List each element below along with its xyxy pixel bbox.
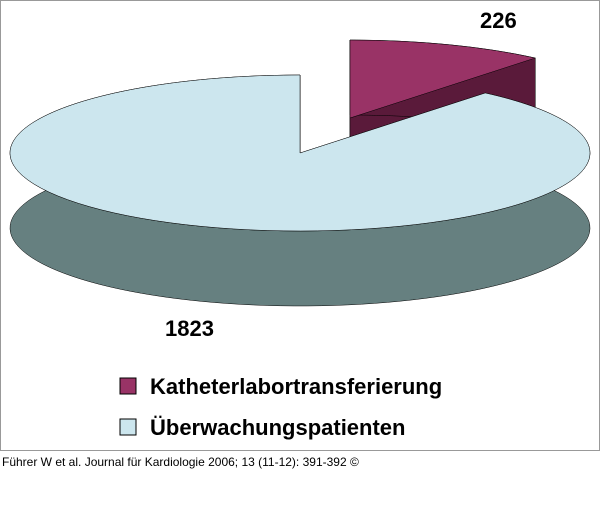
slice-top xyxy=(349,39,537,119)
legend-label: Katheterlabortransferierung xyxy=(150,374,442,399)
data-label: 226 xyxy=(480,8,517,33)
legend-label: Überwachungspatienten xyxy=(150,415,405,440)
data-label: 1823 xyxy=(165,316,214,341)
caption: Führer W et al. Journal für Kardiologie … xyxy=(2,455,359,469)
slice-top xyxy=(9,74,591,232)
pie-slice xyxy=(9,74,591,307)
legend-swatch xyxy=(119,418,137,436)
legend-swatch xyxy=(119,377,137,395)
